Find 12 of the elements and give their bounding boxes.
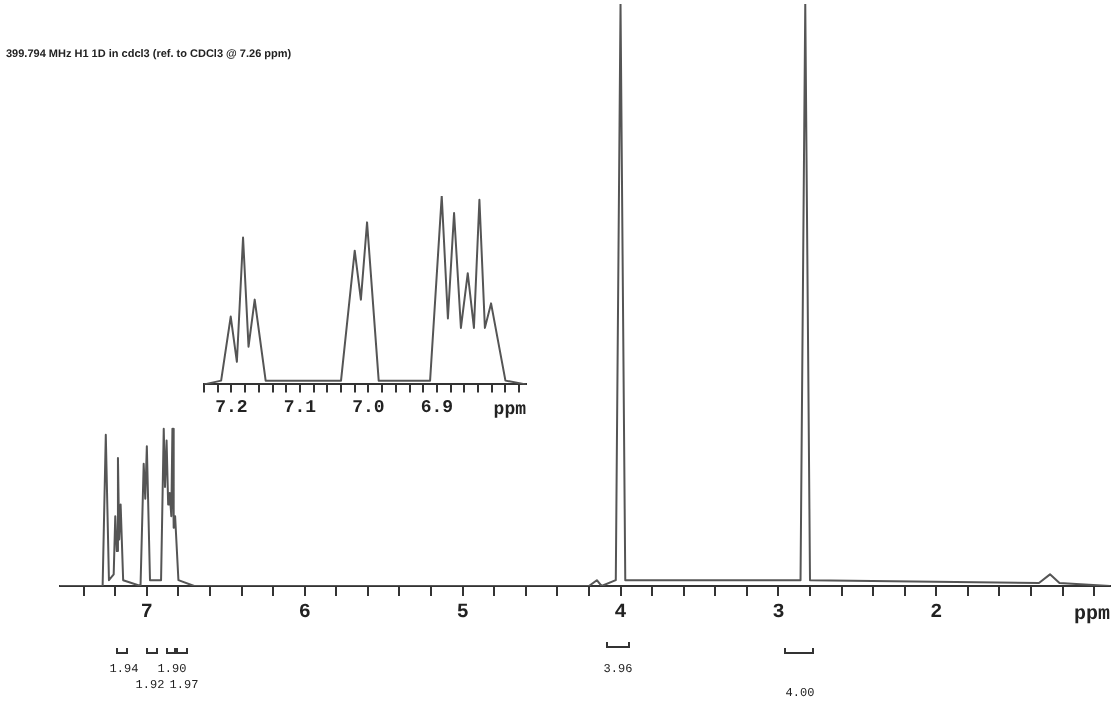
x-tick-label: 6 [298, 603, 311, 626]
x-tick-label: 7.2 [215, 397, 248, 418]
x-tick-label: 3 [772, 603, 785, 626]
x-tick-label: 4 [614, 603, 627, 626]
x-tick-label: 6.9 [420, 397, 454, 418]
x-tick-label: 7.0 [352, 397, 385, 418]
x-axis-title: ppm [1073, 605, 1110, 628]
x-tick-label: 5 [456, 603, 469, 626]
x-tick-label: 2 [930, 603, 943, 626]
x-tick-label: 7 [140, 603, 153, 626]
x-tick-label: 7.1 [283, 397, 318, 418]
x-axis-title: ppm [493, 399, 528, 420]
